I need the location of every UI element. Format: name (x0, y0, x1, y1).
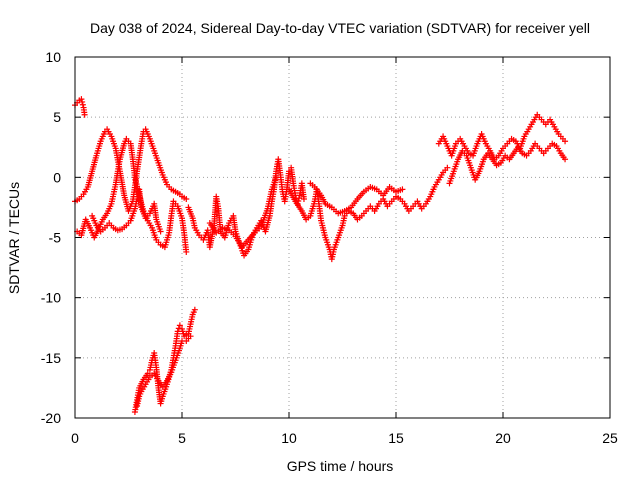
series-prn-h (307, 180, 406, 217)
y-tick-label: 0 (53, 169, 61, 185)
data-point (79, 101, 86, 108)
x-tick-label: 10 (281, 430, 297, 446)
data-point (175, 325, 182, 332)
y-tick-label: 5 (53, 109, 61, 125)
data-point (562, 156, 569, 163)
data-point (79, 98, 86, 105)
y-tick-label: -5 (49, 230, 62, 246)
series-prn-i (435, 111, 569, 163)
y-tick-label: 10 (45, 49, 61, 65)
y-tick-label: -10 (41, 290, 61, 306)
chart-title: Day 038 of 2024, Sidereal Day-to-day VTE… (90, 20, 590, 36)
axis-ticks: 0 5 10 15 20 25 -20 -15 -10 -5 0 5 10 (41, 49, 618, 446)
x-tick-label: 0 (71, 430, 79, 446)
series-prn-l (134, 333, 194, 409)
series-prn-j (446, 140, 569, 187)
y-axis-title: SDTVAR / TECUs (6, 182, 22, 294)
data-series (72, 96, 569, 415)
x-tick-label: 20 (495, 430, 511, 446)
x-tick-label: 5 (178, 430, 186, 446)
data-point (157, 228, 164, 235)
data-point (144, 370, 151, 377)
data-point (191, 306, 198, 313)
data-point (183, 195, 190, 202)
y-tick-label: -20 (41, 410, 61, 426)
series-prn-g (286, 164, 451, 263)
data-point (183, 248, 190, 255)
x-tick-label: 15 (388, 430, 404, 446)
data-point (295, 195, 302, 202)
data-point (562, 138, 569, 145)
x-axis-title: GPS time / hours (287, 458, 394, 474)
data-point (187, 333, 194, 340)
x-tick-label: 25 (602, 430, 618, 446)
data-point (81, 111, 88, 118)
data-point (444, 164, 451, 171)
data-point (399, 186, 406, 193)
series-prn-d (89, 186, 164, 235)
data-point (300, 195, 307, 202)
data-point (176, 322, 183, 329)
series-prn-f (206, 174, 280, 251)
data-point (273, 174, 280, 181)
y-tick-label: -15 (41, 350, 61, 366)
data-point (78, 96, 85, 103)
